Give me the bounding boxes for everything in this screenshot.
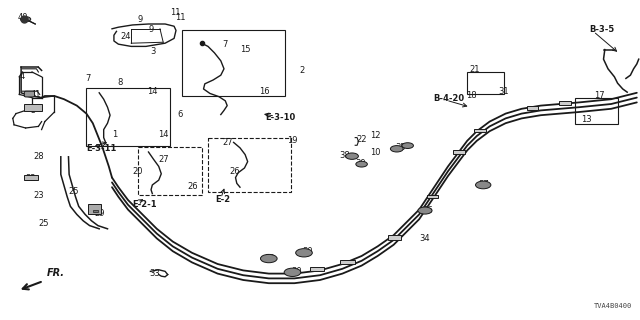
- Text: 34: 34: [419, 234, 430, 243]
- Text: 11: 11: [170, 8, 180, 17]
- Bar: [559, 101, 571, 105]
- Circle shape: [296, 249, 312, 257]
- Text: E-3-10: E-3-10: [266, 113, 296, 122]
- Text: 3: 3: [150, 47, 156, 56]
- Bar: [24, 104, 42, 111]
- Text: 25: 25: [38, 220, 49, 228]
- Text: 17: 17: [594, 91, 605, 100]
- Bar: [527, 106, 538, 110]
- Text: E-2-1: E-2-1: [132, 200, 157, 209]
- Bar: [88, 204, 101, 214]
- Text: 2: 2: [300, 66, 305, 75]
- Text: 30: 30: [291, 268, 302, 276]
- Bar: [86, 88, 170, 146]
- Text: 18: 18: [466, 91, 477, 100]
- Text: 27: 27: [222, 138, 233, 147]
- Text: 32: 32: [26, 174, 36, 183]
- Text: 25: 25: [68, 188, 79, 196]
- Text: 11: 11: [175, 13, 185, 22]
- Bar: [453, 150, 465, 154]
- Circle shape: [402, 143, 413, 148]
- Text: 29: 29: [94, 209, 104, 218]
- Circle shape: [356, 161, 367, 167]
- Bar: [474, 129, 486, 132]
- Text: 37: 37: [479, 180, 490, 189]
- Circle shape: [260, 254, 277, 263]
- Bar: [467, 72, 504, 94]
- Bar: [182, 30, 285, 96]
- Text: 19: 19: [287, 136, 297, 145]
- Text: B-4-20: B-4-20: [433, 94, 465, 103]
- Text: 20: 20: [132, 167, 143, 176]
- Bar: [310, 267, 324, 271]
- Text: 16: 16: [259, 87, 270, 96]
- Text: 23: 23: [33, 191, 44, 200]
- Text: 22: 22: [356, 135, 367, 144]
- Text: 30: 30: [303, 247, 314, 256]
- Text: 9: 9: [148, 25, 154, 34]
- Bar: [208, 138, 291, 192]
- Text: 7: 7: [85, 74, 90, 83]
- Text: B-3-5: B-3-5: [589, 25, 614, 34]
- Text: 7: 7: [223, 40, 228, 49]
- Text: 24: 24: [120, 32, 131, 41]
- Text: 1: 1: [112, 130, 117, 139]
- Bar: [340, 260, 355, 264]
- Text: 15: 15: [240, 45, 250, 54]
- Circle shape: [418, 207, 432, 214]
- Text: 27: 27: [159, 155, 170, 164]
- Text: 5: 5: [31, 106, 36, 115]
- Text: 10: 10: [370, 148, 380, 157]
- Bar: [24, 175, 38, 180]
- Text: 26: 26: [229, 167, 240, 176]
- Text: 35: 35: [395, 143, 406, 152]
- Bar: [427, 195, 438, 198]
- Text: 41: 41: [31, 90, 41, 99]
- FancyBboxPatch shape: [24, 91, 35, 97]
- Text: 33: 33: [149, 269, 160, 278]
- Text: E-2: E-2: [216, 196, 231, 204]
- Bar: [93, 210, 98, 212]
- Text: E-3-11: E-3-11: [86, 144, 116, 153]
- Circle shape: [346, 153, 358, 159]
- Text: 36: 36: [422, 206, 433, 215]
- Text: TVA4B0400: TVA4B0400: [594, 303, 632, 309]
- Circle shape: [476, 181, 491, 189]
- Text: 14: 14: [158, 130, 168, 139]
- Text: 31: 31: [498, 87, 509, 96]
- Text: 6: 6: [177, 110, 182, 119]
- Circle shape: [20, 17, 31, 22]
- Text: 30: 30: [264, 254, 275, 263]
- Text: 14: 14: [147, 87, 157, 96]
- Text: 26: 26: [188, 182, 198, 191]
- Bar: [138, 147, 202, 195]
- Text: 9: 9: [138, 15, 143, 24]
- Text: 12: 12: [370, 131, 380, 140]
- Text: 21: 21: [469, 65, 479, 74]
- Text: 40: 40: [18, 13, 28, 22]
- Text: 38: 38: [339, 151, 350, 160]
- Text: 4: 4: [19, 72, 24, 81]
- Bar: [388, 236, 401, 239]
- Circle shape: [390, 146, 403, 152]
- Circle shape: [284, 268, 301, 276]
- Text: 13: 13: [581, 116, 592, 124]
- Text: FR.: FR.: [47, 268, 65, 278]
- Text: 8: 8: [117, 78, 122, 87]
- Text: 39: 39: [355, 159, 366, 168]
- Bar: [575, 98, 618, 124]
- Text: 28: 28: [33, 152, 44, 161]
